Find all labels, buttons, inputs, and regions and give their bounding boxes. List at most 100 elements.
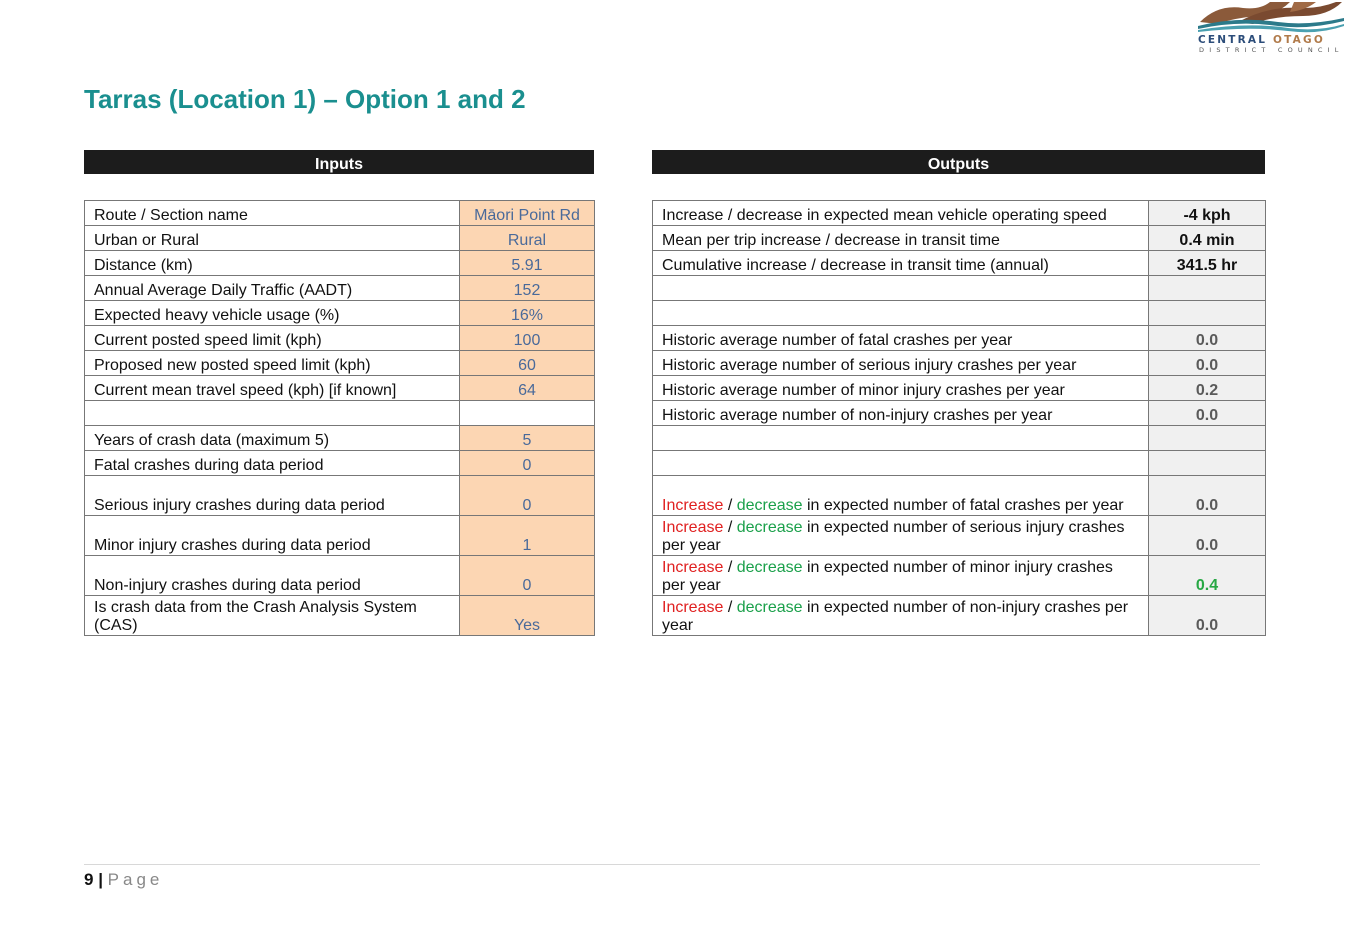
output-label xyxy=(652,450,1149,476)
output-value: 0.4 xyxy=(1148,555,1266,596)
output-label: Historic average number of fatal crashes… xyxy=(652,325,1149,351)
input-value[interactable]: 0 xyxy=(459,555,595,596)
input-value[interactable]: Yes xyxy=(459,595,595,636)
output-value xyxy=(1148,425,1266,451)
input-value[interactable]: 1 xyxy=(459,515,595,556)
input-label: Expected heavy vehicle usage (%) xyxy=(84,300,460,326)
input-label: Urban or Rural xyxy=(84,225,460,251)
table-row: Increase / decrease in expected number o… xyxy=(652,595,1266,636)
output-value: 0.4 min xyxy=(1148,225,1266,251)
output-value xyxy=(1148,275,1266,301)
page-number: 9 xyxy=(84,870,94,889)
table-row: Serious injury crashes during data perio… xyxy=(84,475,595,516)
table-row: Non-injury crashes during data period 0 xyxy=(84,555,595,596)
output-label: Historic average number of minor injury … xyxy=(652,375,1149,401)
table-row-empty xyxy=(652,300,1266,326)
table-row: Years of crash data (maximum 5) 5 xyxy=(84,425,595,451)
input-label: Serious injury crashes during data perio… xyxy=(84,475,460,516)
table-row: Fatal crashes during data period 0 xyxy=(84,450,595,476)
input-value[interactable]: 60 xyxy=(459,350,595,376)
input-value[interactable]: 5.91 xyxy=(459,250,595,276)
table-row: Increase / decrease in expected number o… xyxy=(652,515,1266,556)
output-value: 0.0 xyxy=(1148,515,1266,556)
table-row: Current mean travel speed (kph) [if know… xyxy=(84,375,595,401)
output-value: 0.0 xyxy=(1148,475,1266,516)
input-value[interactable]: 100 xyxy=(459,325,595,351)
change-label: Increase / decrease in expected number o… xyxy=(652,595,1149,636)
inputs-header: Inputs xyxy=(84,150,594,174)
output-label: Cumulative increase / decrease in transi… xyxy=(652,250,1149,276)
output-value: 0.0 xyxy=(1148,325,1266,351)
input-value-empty xyxy=(459,400,595,426)
outputs-table: Increase / decrease in expected mean veh… xyxy=(652,200,1266,636)
table-row-empty xyxy=(84,400,595,426)
table-row: Cumulative increase / decrease in transi… xyxy=(652,250,1266,276)
inputs-table: Route / Section name Māori Point Rd Urban… xyxy=(84,200,595,636)
input-label: Distance (km) xyxy=(84,250,460,276)
output-label xyxy=(652,300,1149,326)
input-value[interactable]: 16% xyxy=(459,300,595,326)
output-label: Increase / decrease in expected mean veh… xyxy=(652,200,1149,226)
output-value: -4 kph xyxy=(1148,200,1266,226)
input-value[interactable]: 0 xyxy=(459,475,595,516)
table-row: Route / Section name Māori Point Rd xyxy=(84,200,595,226)
output-label: Mean per trip increase / decrease in tra… xyxy=(652,225,1149,251)
table-row: Minor injury crashes during data period 1 xyxy=(84,515,595,556)
table-row: Distance (km) 5.91 xyxy=(84,250,595,276)
outputs-header: Outputs xyxy=(652,150,1265,174)
table-row: Current posted speed limit (kph) 100 xyxy=(84,325,595,351)
output-value: 0.2 xyxy=(1148,375,1266,401)
table-row: Urban or Rural Rural xyxy=(84,225,595,251)
table-row-empty xyxy=(652,450,1266,476)
table-row: Proposed new posted speed limit (kph) 60 xyxy=(84,350,595,376)
input-label xyxy=(84,400,460,426)
input-label: Route / Section name xyxy=(84,200,460,226)
input-label: Non-injury crashes during data period xyxy=(84,555,460,596)
input-value[interactable]: 0 xyxy=(459,450,595,476)
output-label xyxy=(652,275,1149,301)
input-value[interactable]: Māori Point Rd xyxy=(459,200,595,226)
table-row: Increase / decrease in expected mean veh… xyxy=(652,200,1266,226)
table-row: Expected heavy vehicle usage (%) 16% xyxy=(84,300,595,326)
input-label: Current mean travel speed (kph) [if know… xyxy=(84,375,460,401)
input-value[interactable]: Rural xyxy=(459,225,595,251)
change-label: Increase / decrease in expected number o… xyxy=(652,515,1149,556)
page-title: Tarras (Location 1) – Option 1 and 2 xyxy=(84,84,526,114)
input-value[interactable]: 152 xyxy=(459,275,595,301)
output-value xyxy=(1148,300,1266,326)
output-value: 0.0 xyxy=(1148,350,1266,376)
change-label: Increase / decrease in expected number o… xyxy=(652,475,1149,516)
logo-text: CENTRAL OTAGO xyxy=(1198,34,1325,46)
input-value[interactable]: 64 xyxy=(459,375,595,401)
input-label: Years of crash data (maximum 5) xyxy=(84,425,460,451)
table-row: Historic average number of minor injury … xyxy=(652,375,1266,401)
table-row: Increase / decrease in expected number o… xyxy=(652,475,1266,516)
output-value: 0.0 xyxy=(1148,400,1266,426)
input-label: Fatal crashes during data period xyxy=(84,450,460,476)
page-footer: 9 | Page xyxy=(84,870,164,889)
page-label: Page xyxy=(107,870,164,889)
logo-subtext: DISTRICT COUNCIL xyxy=(1199,46,1344,54)
table-row-empty xyxy=(652,425,1266,451)
table-row: Annual Average Daily Traffic (AADT) 152 xyxy=(84,275,595,301)
output-label: Historic average number of serious injur… xyxy=(652,350,1149,376)
table-row: Historic average number of non-injury cr… xyxy=(652,400,1266,426)
input-label: Proposed new posted speed limit (kph) xyxy=(84,350,460,376)
input-value[interactable]: 5 xyxy=(459,425,595,451)
table-row: Historic average number of fatal crashes… xyxy=(652,325,1266,351)
council-logo xyxy=(1198,2,1344,33)
output-label xyxy=(652,425,1149,451)
output-value xyxy=(1148,450,1266,476)
input-label: Minor injury crashes during data period xyxy=(84,515,460,556)
output-value: 0.0 xyxy=(1148,595,1266,636)
table-row: Mean per trip increase / decrease in tra… xyxy=(652,225,1266,251)
input-label: Current posted speed limit (kph) xyxy=(84,325,460,351)
table-row-empty xyxy=(652,275,1266,301)
table-row: Historic average number of serious injur… xyxy=(652,350,1266,376)
footer-divider xyxy=(84,864,1260,865)
input-label: Is crash data from the Crash Analysis Sy… xyxy=(84,595,460,636)
table-row: Increase / decrease in expected number o… xyxy=(652,555,1266,596)
output-label: Historic average number of non-injury cr… xyxy=(652,400,1149,426)
table-row: Is crash data from the Crash Analysis Sy… xyxy=(84,595,595,636)
output-value: 341.5 hr xyxy=(1148,250,1266,276)
